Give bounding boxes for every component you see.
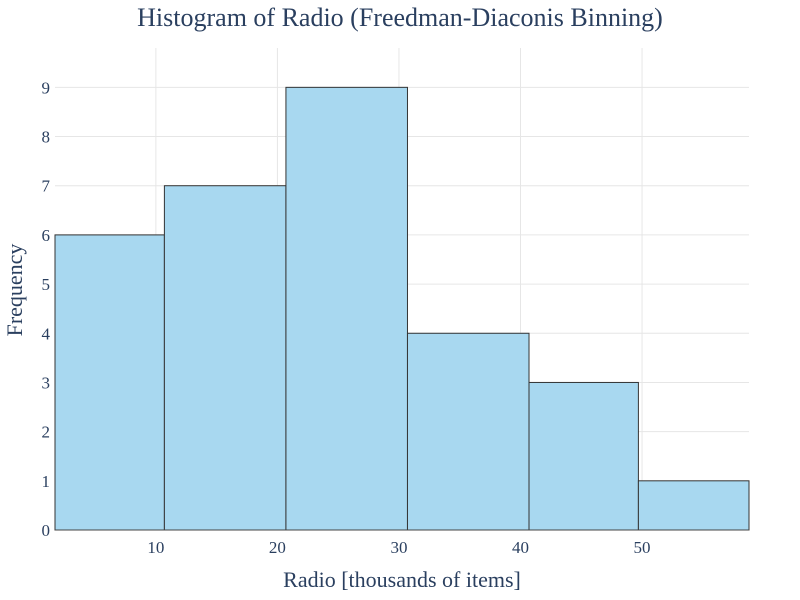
axes: 0 1 2 3 4 5 6 7 8 9 10 20 30 40 50: [42, 78, 749, 557]
y-tick-label: 6: [42, 226, 51, 245]
y-tick-label: 1: [42, 472, 51, 491]
y-tick-label: 4: [42, 324, 51, 343]
chart-title: Histogram of Radio (Freedman-Diaconis Bi…: [137, 3, 663, 32]
y-tick-label: 7: [42, 177, 51, 196]
histogram-bar: [163, 185, 287, 531]
histogram-bar: [528, 381, 639, 531]
x-tick-label: 30: [390, 538, 407, 557]
histogram-bar: [285, 86, 408, 531]
y-tick-label: 3: [42, 373, 51, 392]
y-tick-label: 8: [42, 128, 51, 147]
bars: [54, 86, 750, 531]
y-tick-label: 5: [42, 275, 51, 294]
histogram-bar: [637, 480, 750, 531]
y-axis-label: Frequency: [2, 244, 27, 337]
x-tick-label: 50: [634, 538, 651, 557]
histogram-bar: [54, 234, 165, 531]
x-axis-label: Radio [thousands of items]: [283, 567, 521, 592]
x-tick-label: 20: [269, 538, 286, 557]
x-tick-label: 40: [512, 538, 529, 557]
x-tick-label: 10: [147, 538, 164, 557]
y-tick-label: 9: [42, 78, 51, 97]
y-tick-label: 0: [42, 521, 51, 540]
histogram-bar: [406, 332, 530, 531]
y-tick-label: 2: [42, 423, 51, 442]
